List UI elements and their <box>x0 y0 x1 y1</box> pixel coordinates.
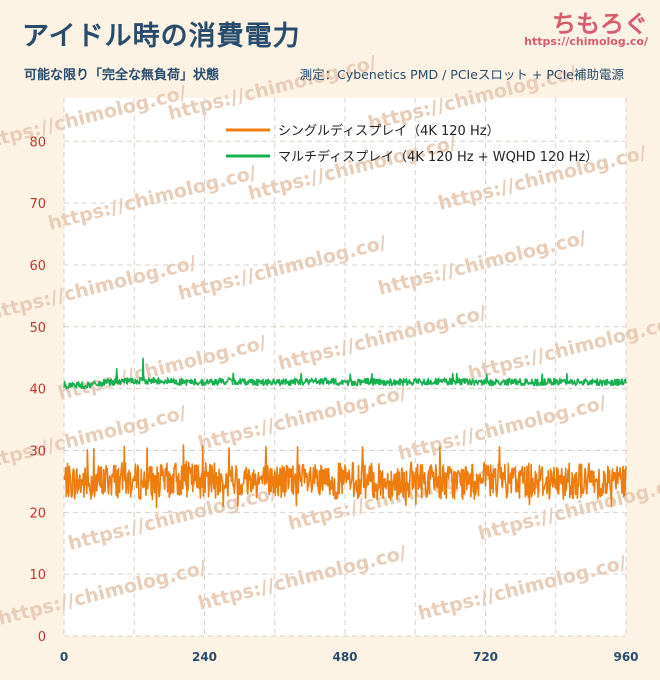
y-tick-label: 60 <box>29 259 46 274</box>
legend-label: マルチディスプレイ（4K 120 Hz + WQHD 120 Hz） <box>278 149 598 165</box>
series-line-single <box>63 444 627 509</box>
brand-logo: ちもろぐ <box>552 10 648 38</box>
x-tick-label: 480 <box>332 650 357 664</box>
legend: シングルディスプレイ（4K 120 Hz） マルチディスプレイ（4K 120 Hz… <box>226 123 598 165</box>
y-tick-label: 70 <box>29 197 46 212</box>
y-tick-label: 10 <box>29 568 46 583</box>
y-tick-label: 20 <box>29 506 46 521</box>
x-tick-label: 960 <box>613 650 638 664</box>
subtitle: 可能な限り「完全な無負荷」状態 <box>24 68 220 83</box>
y-axis: 0 10 20 30 40 50 60 70 80 <box>29 135 46 645</box>
plot-area <box>64 98 626 636</box>
y-tick-label: 50 <box>29 321 46 336</box>
x-tick-label: 720 <box>473 650 498 664</box>
series-line-multi <box>63 357 627 390</box>
grid <box>63 98 627 637</box>
page-title: アイドル時の消費電力 <box>22 21 301 52</box>
x-axis: 0 240 480 720 960 <box>60 650 639 664</box>
measurement-note: 測定：Cybenetics PMD / PCIeスロット + PCIe補助電源 <box>299 67 624 82</box>
x-tick-label: 240 <box>192 650 217 664</box>
brand-url[interactable]: https://chimolog.co/ <box>524 35 648 48</box>
series-layer <box>63 357 627 509</box>
y-tick-label: 30 <box>29 444 46 459</box>
y-tick-label: 0 <box>38 630 46 645</box>
legend-label: シングルディスプレイ（4K 120 Hz） <box>278 123 500 139</box>
y-tick-label: 40 <box>29 383 46 398</box>
y-tick-label: 80 <box>29 135 46 150</box>
x-tick-label: 0 <box>60 650 68 664</box>
